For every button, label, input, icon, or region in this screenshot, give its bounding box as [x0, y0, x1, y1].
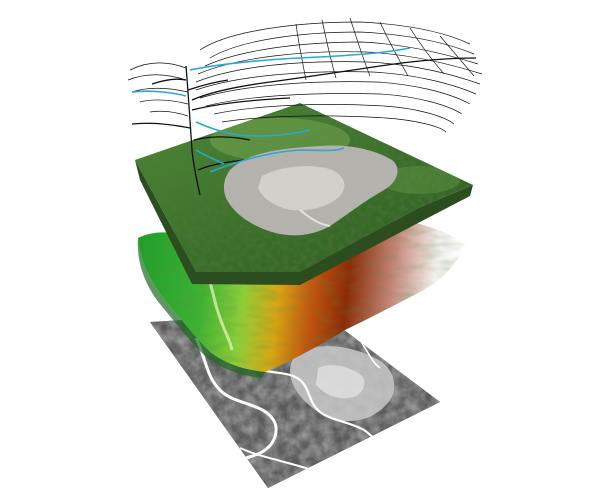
imagery-road	[194, 337, 278, 472]
stream-main	[189, 47, 411, 71]
stream-clearing	[209, 147, 345, 173]
contour-lines	[127, 17, 483, 133]
stream-west	[131, 90, 187, 97]
stream-south	[195, 121, 311, 137]
contour-layer	[127, 17, 483, 196]
drainage-network	[131, 57, 477, 196]
stream-lines	[131, 47, 411, 173]
terrain-skirt	[135, 160, 473, 285]
